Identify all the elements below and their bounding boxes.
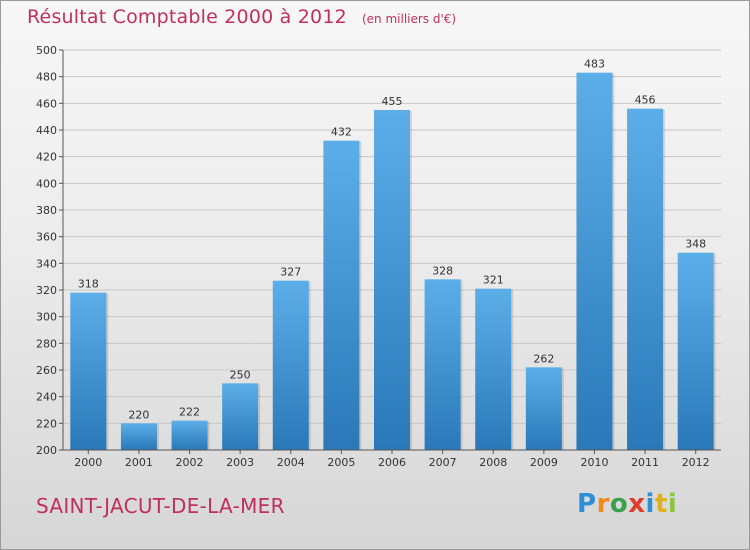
bars [70, 72, 716, 451]
y-tick-label: 400 [36, 177, 57, 190]
data-labels: 318 220 222 250 327 432 455 328 321 262 483 456 348 [78, 58, 706, 422]
y-tick-label: 360 [36, 231, 57, 244]
bar [70, 292, 107, 450]
x-tick-label: 2003 [226, 456, 254, 469]
y-tick-label: 340 [36, 257, 57, 270]
data-label: 222 [179, 406, 200, 419]
logo-letter: i [667, 489, 678, 519]
y-tick-label: 500 [36, 44, 57, 57]
bar [222, 383, 259, 450]
x-tick-label: 2005 [327, 456, 355, 469]
logo-letter: x [628, 489, 646, 519]
x-tick-label: 2004 [277, 456, 305, 469]
y-tick-label: 480 [36, 71, 57, 84]
data-label: 348 [685, 238, 706, 251]
data-label: 262 [533, 352, 554, 365]
town-name: SAINT-JACUT-DE-LA-MER [36, 494, 285, 518]
data-label: 327 [280, 266, 301, 279]
y-tick-label: 200 [36, 444, 57, 457]
proxiti-logo: Proxiti [577, 489, 677, 519]
data-label: 456 [635, 94, 656, 107]
data-label: 318 [78, 278, 99, 291]
y-tick-label: 300 [36, 311, 57, 324]
data-label: 220 [128, 408, 149, 421]
logo-letter: i [645, 489, 655, 519]
y-tick-label: 280 [36, 337, 57, 350]
data-label: 328 [432, 264, 453, 277]
data-label: 321 [483, 274, 504, 287]
chart-subtitle: (en milliers d'€) [361, 12, 457, 26]
axes: 200 220 240 260 280 300 320 340 360 380 400 420 440 4… [36, 44, 721, 469]
x-tick-label: 2011 [631, 456, 659, 469]
chart-title: Résultat Comptable 2000 à 2012 [27, 6, 347, 28]
bar [323, 140, 360, 450]
data-label: 483 [584, 58, 605, 71]
x-tick-label: 2001 [125, 456, 153, 469]
chart-title-block: Résultat Comptable 2000 à 2012 (en milli… [27, 6, 456, 28]
y-tick-label: 380 [36, 204, 57, 217]
logo-letter: r [596, 489, 610, 519]
bar [171, 420, 208, 450]
x-tick-label: 2006 [378, 456, 406, 469]
x-tick-label: 2002 [176, 456, 204, 469]
x-tick-label: 2007 [429, 456, 457, 469]
data-label: 250 [230, 368, 251, 381]
y-tick-label: 220 [36, 417, 57, 430]
data-label: 432 [331, 126, 352, 139]
x-tick-label: 2012 [682, 456, 710, 469]
bar [272, 280, 309, 450]
y-tick-label: 260 [36, 364, 57, 377]
bar [120, 423, 157, 450]
bar [475, 288, 512, 450]
bar [576, 72, 613, 451]
bar [424, 279, 461, 450]
bar [374, 110, 410, 450]
logo-letter: P [577, 489, 597, 519]
data-label: 455 [382, 95, 403, 108]
bar [627, 108, 664, 451]
logo-letter: t [654, 489, 668, 519]
bar [677, 252, 714, 450]
x-tick-label: 2000 [74, 456, 102, 469]
y-tick-label: 460 [36, 97, 57, 110]
y-tick-label: 240 [36, 391, 57, 404]
y-tick-label: 440 [36, 124, 57, 137]
x-tick-label: 2010 [580, 456, 608, 469]
y-tick-label: 320 [36, 284, 57, 297]
logo-letter: o [609, 489, 629, 519]
bar [525, 367, 562, 450]
y-tick-label: 420 [36, 151, 57, 164]
x-tick-label: 2009 [530, 456, 558, 469]
x-tick-label: 2008 [479, 456, 507, 469]
